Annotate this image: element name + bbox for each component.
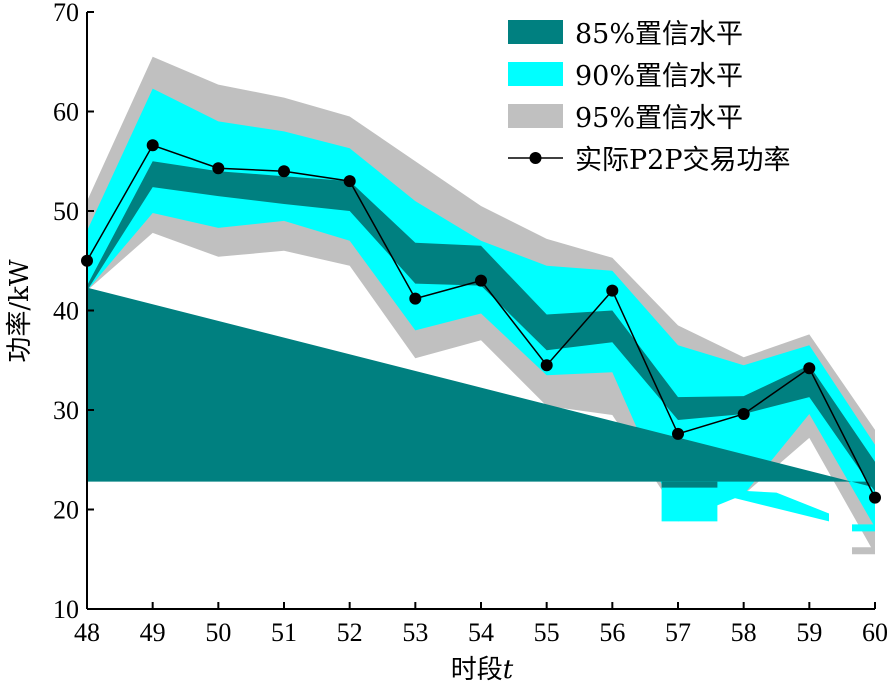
- x-tick-label-48: 48: [74, 618, 100, 647]
- artifact-cyan-sliver: [720, 489, 829, 522]
- y-tick-label-30: 30: [53, 396, 79, 425]
- legend-label-band-85: 85%置信水平: [575, 19, 743, 50]
- x-tick-label-53: 53: [402, 618, 428, 647]
- x-axis-title-var: t: [503, 655, 514, 685]
- x-tick-label-51: 51: [271, 618, 297, 647]
- y-tick-label-70: 70: [53, 0, 79, 27]
- artifact-cyan-block: [661, 481, 718, 522]
- y-tick-label-20: 20: [53, 496, 79, 525]
- x-axis-title-text: 时段: [451, 655, 503, 685]
- actual-power-marker-50: [212, 162, 225, 175]
- actual-power-marker-58: [737, 408, 750, 420]
- actual-power-marker-56: [606, 284, 619, 297]
- legend-swatch-band-90: [508, 62, 563, 86]
- x-tick-label-56: 56: [599, 618, 625, 647]
- actual-power-marker-57: [672, 427, 684, 440]
- x-tick-label-60: 60: [862, 618, 888, 647]
- x-tick-label-59: 59: [796, 618, 822, 647]
- x-tick-label-57: 57: [665, 618, 691, 647]
- x-tick-label-50: 50: [205, 618, 231, 647]
- y-tick-label-50: 50: [53, 197, 79, 226]
- legend-swatch-band-95: [508, 104, 563, 128]
- legend-label-band-90: 90%置信水平: [575, 61, 743, 92]
- actual-power-marker-51: [278, 165, 290, 178]
- y-axis-title: 功率/kW: [5, 259, 35, 363]
- y-tick-label-40: 40: [53, 297, 79, 326]
- actual-power-marker-53: [409, 292, 422, 305]
- x-tick-label-54: 54: [468, 618, 494, 647]
- band-85: [87, 161, 875, 492]
- actual-power-marker-55: [540, 359, 553, 372]
- legend-label-band-95: 95%置信水平: [575, 103, 743, 134]
- y-tick-label-10: 10: [53, 595, 79, 624]
- actual-power-marker-59: [803, 362, 816, 375]
- y-tick-label-60: 60: [53, 98, 79, 127]
- tick-labels: 10 20 30 40 50 60 70 48 49 50 51 52 53 54 55 56 57 58 59 60: [53, 0, 888, 647]
- x-tick-label-49: 49: [140, 618, 166, 647]
- x-tick-label-58: 58: [731, 618, 757, 647]
- legend-label-actual-power: 实际P2P交易功率: [575, 145, 791, 176]
- x-tick-label-55: 55: [534, 618, 560, 647]
- actual-power-marker-54: [475, 274, 487, 287]
- legend-marker-actual-power: [529, 152, 542, 164]
- x-axis-title: 时段t: [451, 655, 514, 685]
- x-tick-label-52: 52: [337, 618, 363, 647]
- actual-power-marker-52: [343, 175, 356, 188]
- artifact-grey-chip: [852, 547, 875, 555]
- axes: [86, 11, 876, 610]
- artifact-teal-strip: [661, 481, 718, 488]
- artifact-cyan-chip: [852, 524, 875, 532]
- legend-swatch-band-85: [508, 20, 563, 44]
- actual-power-marker-49: [146, 139, 159, 152]
- actual-power-marker-60: [869, 491, 881, 504]
